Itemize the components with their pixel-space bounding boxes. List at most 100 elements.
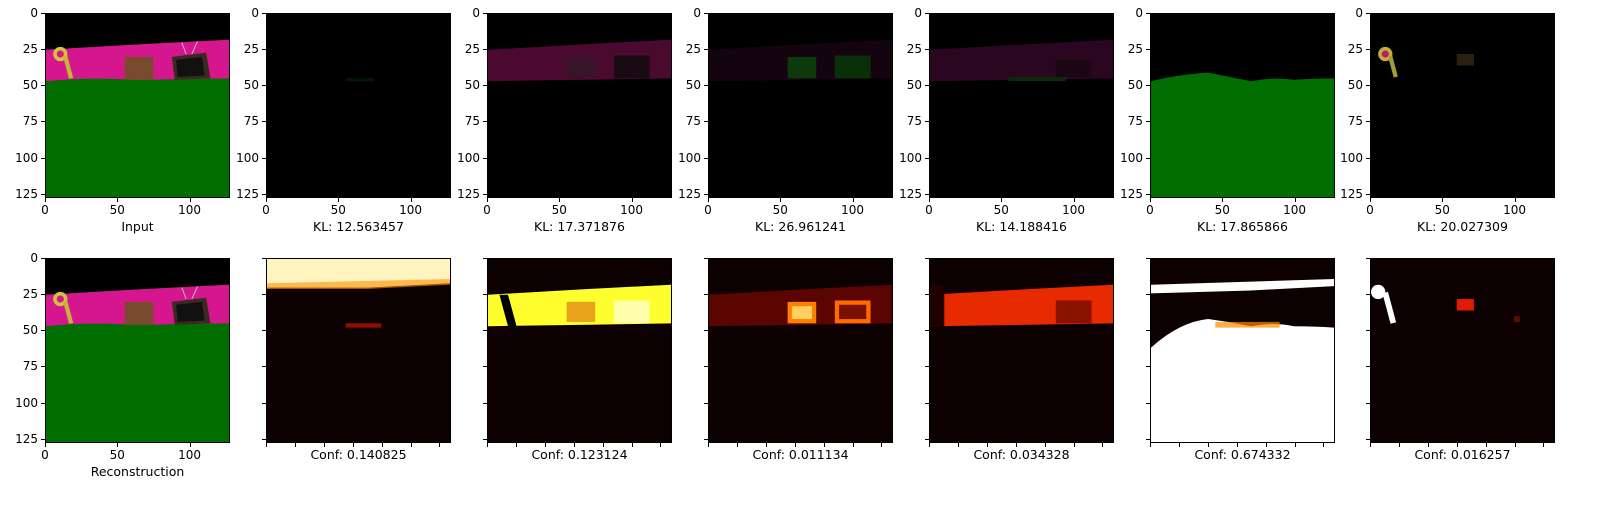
x-tick-mark (381, 443, 383, 447)
y-tick-mark (1366, 157, 1370, 159)
y-tick-mark (704, 402, 708, 404)
y-tick-label: 0 (914, 6, 922, 20)
x-tick-mark (1456, 443, 1458, 447)
y-tick-label: 125 (236, 186, 259, 201)
x-tick-mark (986, 443, 988, 447)
y-tick-mark (1366, 438, 1370, 440)
y-tick-mark (1146, 121, 1150, 123)
y-tick-label: 75 (464, 114, 480, 129)
y-tick-label: 0 (30, 6, 38, 20)
x-tick-mark (189, 198, 191, 202)
y-tick-mark (1146, 13, 1150, 14)
x-tick-mark (852, 198, 854, 202)
x-tick-mark (631, 443, 633, 447)
y-tick-label: 125 (1340, 186, 1363, 201)
y-tick-label: 50 (22, 78, 38, 93)
y-tick-label: 75 (22, 114, 38, 129)
y-tick-mark (925, 193, 929, 195)
x-tick-mark (1514, 198, 1516, 202)
x-tick-mark (1207, 443, 1209, 447)
x-tick-label: 100 (1062, 203, 1085, 217)
conf-caption: Conf: 0.016257 (1414, 447, 1511, 462)
y-tick-mark (1146, 438, 1150, 440)
y-tick-mark (925, 121, 929, 123)
top-panel-6 (1370, 13, 1555, 198)
y-tick-mark (1146, 49, 1150, 51)
y-tick-mark (262, 49, 266, 51)
y-tick-mark (1366, 294, 1370, 296)
x-tick-mark (1398, 443, 1400, 447)
y-tick-mark (483, 13, 487, 14)
y-tick-mark (925, 49, 929, 51)
y-tick-label: 0 (472, 6, 480, 20)
y-tick-mark (483, 193, 487, 195)
y-tick-mark (41, 366, 45, 368)
x-tick-mark (117, 443, 119, 447)
panel-image (267, 14, 450, 197)
conf-caption: Conf: 0.123124 (531, 447, 628, 462)
y-tick-mark (1146, 258, 1150, 259)
y-tick-label: 100 (1340, 150, 1363, 165)
x-tick-label: 50 (109, 203, 125, 217)
x-tick-label: 100 (399, 203, 422, 217)
x-tick-label: 0 (704, 203, 712, 217)
top-panel-2 (487, 13, 672, 198)
y-tick-mark (925, 366, 929, 368)
y-tick-label: 25 (22, 287, 38, 302)
y-tick-label: 50 (1347, 78, 1363, 93)
bottom-panel-2 (487, 258, 672, 443)
y-tick-mark (925, 438, 929, 440)
bottom-panel-0 (45, 258, 230, 443)
conf-caption: Conf: 0.011134 (752, 447, 849, 462)
x-tick-mark (881, 443, 883, 447)
y-tick-mark (41, 294, 45, 296)
x-tick-label: 50 (551, 203, 567, 217)
panel-image (1371, 14, 1554, 197)
y-tick-label: 50 (464, 78, 480, 93)
y-tick-mark (483, 121, 487, 123)
y-tick-label: 50 (22, 323, 38, 338)
x-tick-mark (1294, 198, 1296, 202)
x-tick-mark (45, 198, 46, 202)
y-tick-mark (262, 85, 266, 87)
y-tick-label: 50 (1127, 78, 1143, 93)
x-tick-label: 0 (41, 203, 49, 217)
kl-caption: KL: 20.027309 (1417, 219, 1508, 234)
y-tick-mark (483, 330, 487, 332)
x-tick-mark (515, 443, 517, 447)
x-tick-mark (929, 443, 930, 447)
y-tick-label: 75 (685, 114, 701, 129)
x-tick-mark (410, 443, 412, 447)
y-tick-label: 75 (1127, 114, 1143, 129)
y-tick-label: 100 (15, 150, 38, 165)
y-tick-mark (704, 258, 708, 259)
x-tick-label: 100 (178, 203, 201, 217)
y-tick-mark (704, 193, 708, 195)
y-tick-mark (704, 366, 708, 368)
y-tick-label: 0 (251, 6, 259, 20)
x-tick-mark (1044, 443, 1046, 447)
panel-image (488, 14, 671, 197)
y-tick-mark (925, 402, 929, 404)
y-tick-label: 125 (457, 186, 480, 201)
y-tick-mark (925, 294, 929, 296)
y-tick-label: 50 (243, 78, 259, 93)
y-tick-mark (262, 330, 266, 332)
x-tick-mark (780, 198, 782, 202)
y-tick-mark (483, 366, 487, 368)
panel-image (709, 259, 892, 442)
y-tick-mark (41, 157, 45, 159)
conf-caption: Conf: 0.034328 (973, 447, 1070, 462)
x-tick-mark (573, 443, 575, 447)
y-tick-mark (1146, 402, 1150, 404)
y-tick-mark (262, 258, 266, 259)
y-tick-label: 25 (906, 42, 922, 57)
panel-image (488, 259, 671, 442)
y-tick-mark (262, 121, 266, 123)
x-tick-label: 0 (925, 203, 933, 217)
y-tick-mark (1366, 193, 1370, 195)
y-tick-label: 25 (243, 42, 259, 57)
y-tick-mark (1366, 366, 1370, 368)
y-tick-mark (41, 438, 45, 440)
x-tick-mark (708, 443, 709, 447)
